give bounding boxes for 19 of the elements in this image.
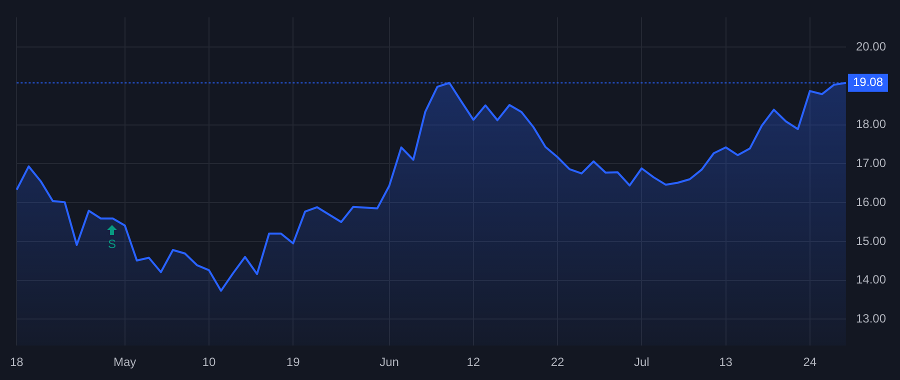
x-tick-label: 13 bbox=[719, 355, 733, 370]
annotation: S bbox=[108, 237, 116, 251]
y-tick-label: 17.00 bbox=[856, 156, 886, 170]
x-tick-label: 22 bbox=[550, 355, 565, 370]
x-tick-label: 18 bbox=[10, 355, 24, 370]
y-tick-label: 16.00 bbox=[856, 194, 886, 209]
ref-line-label: 19.08 bbox=[852, 75, 884, 90]
x-tick-label: May bbox=[114, 355, 136, 370]
y-tick-label: 15.00 bbox=[856, 234, 886, 248]
x-tick-label: 19 bbox=[286, 355, 300, 370]
x-tick-label: Jul bbox=[634, 355, 650, 370]
y-tick-label: 18.00 bbox=[856, 117, 886, 132]
x-tick-label: Jun bbox=[380, 355, 399, 370]
y-tick-label: 20.00 bbox=[856, 39, 886, 54]
x-tick-label: 10 bbox=[202, 355, 216, 370]
x-tick-label: 24 bbox=[803, 355, 817, 370]
y-tick-label: 14.00 bbox=[856, 272, 886, 287]
y-tick-label: 13.00 bbox=[856, 311, 886, 326]
x-tick-label: 12 bbox=[466, 355, 480, 370]
